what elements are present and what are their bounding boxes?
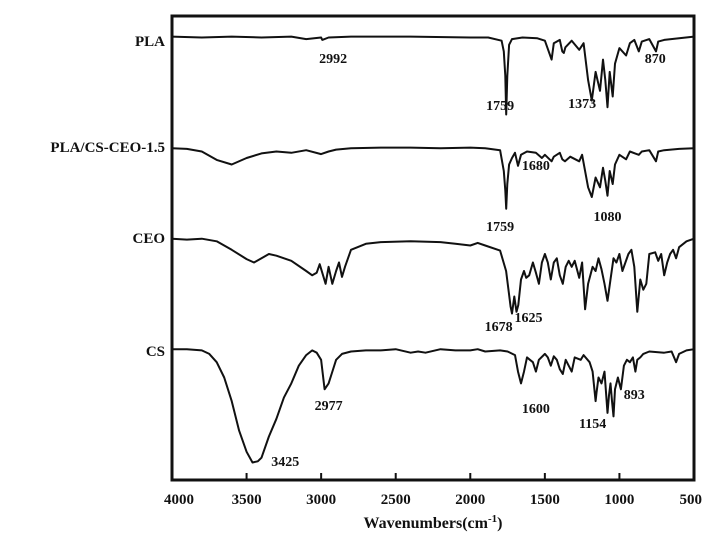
x-tick-label: 3000	[306, 492, 336, 508]
series-line-pla-cs-ceo-1-5	[171, 146, 695, 210]
peak-label-3425: 3425	[271, 455, 299, 470]
x-tick-label: 500	[680, 492, 703, 508]
peak-label-1080: 1080	[594, 210, 622, 225]
peak-label-1759: 1759	[486, 220, 514, 235]
x-tick-label: 4000	[164, 492, 194, 508]
x-tick-label: 1000	[604, 492, 634, 508]
peak-label-870: 870	[645, 52, 666, 67]
series-line-pla	[171, 35, 695, 116]
series-label-pla: PLA	[135, 34, 165, 50]
peak-label-893: 893	[624, 388, 645, 403]
series-label-ceo: CEO	[132, 231, 165, 247]
series-labels: PLA PLA/CS-CEO-1.5 CEO CS	[50, 34, 165, 360]
x-axis-title: Wavenumbers(cm-1)	[364, 513, 503, 532]
x-axis-ticks: 4000 3500 3000 2500 2000 1500 1000 500	[164, 473, 702, 508]
series-lines	[171, 35, 695, 464]
peak-label-1678: 1678	[485, 320, 513, 335]
x-tick-label: 1500	[530, 492, 560, 508]
peak-label-2977: 2977	[315, 399, 343, 414]
peak-label-1625: 1625	[515, 311, 543, 326]
peak-label-2992: 2992	[319, 52, 347, 67]
x-axis-title-superscript: -1	[488, 513, 497, 525]
x-tick-label: 2000	[455, 492, 485, 508]
series-label-cs: CS	[146, 344, 165, 360]
x-tick-label: 2500	[381, 492, 411, 508]
peak-label-1759: 1759	[486, 99, 514, 114]
series-line-cs	[172, 348, 695, 464]
plot-frame	[170, 14, 696, 482]
x-tick-label: 3500	[232, 492, 262, 508]
peak-label-1373: 1373	[568, 97, 596, 112]
series-label-pla-cs-ceo-1-5: PLA/CS-CEO-1.5	[50, 140, 165, 156]
peak-label-1680: 1680	[522, 159, 550, 174]
peak-label-1600: 1600	[522, 402, 550, 417]
peak-label-1154: 1154	[579, 417, 606, 432]
x-axis-title-close: )	[497, 515, 502, 532]
series-line-ceo	[171, 237, 695, 315]
